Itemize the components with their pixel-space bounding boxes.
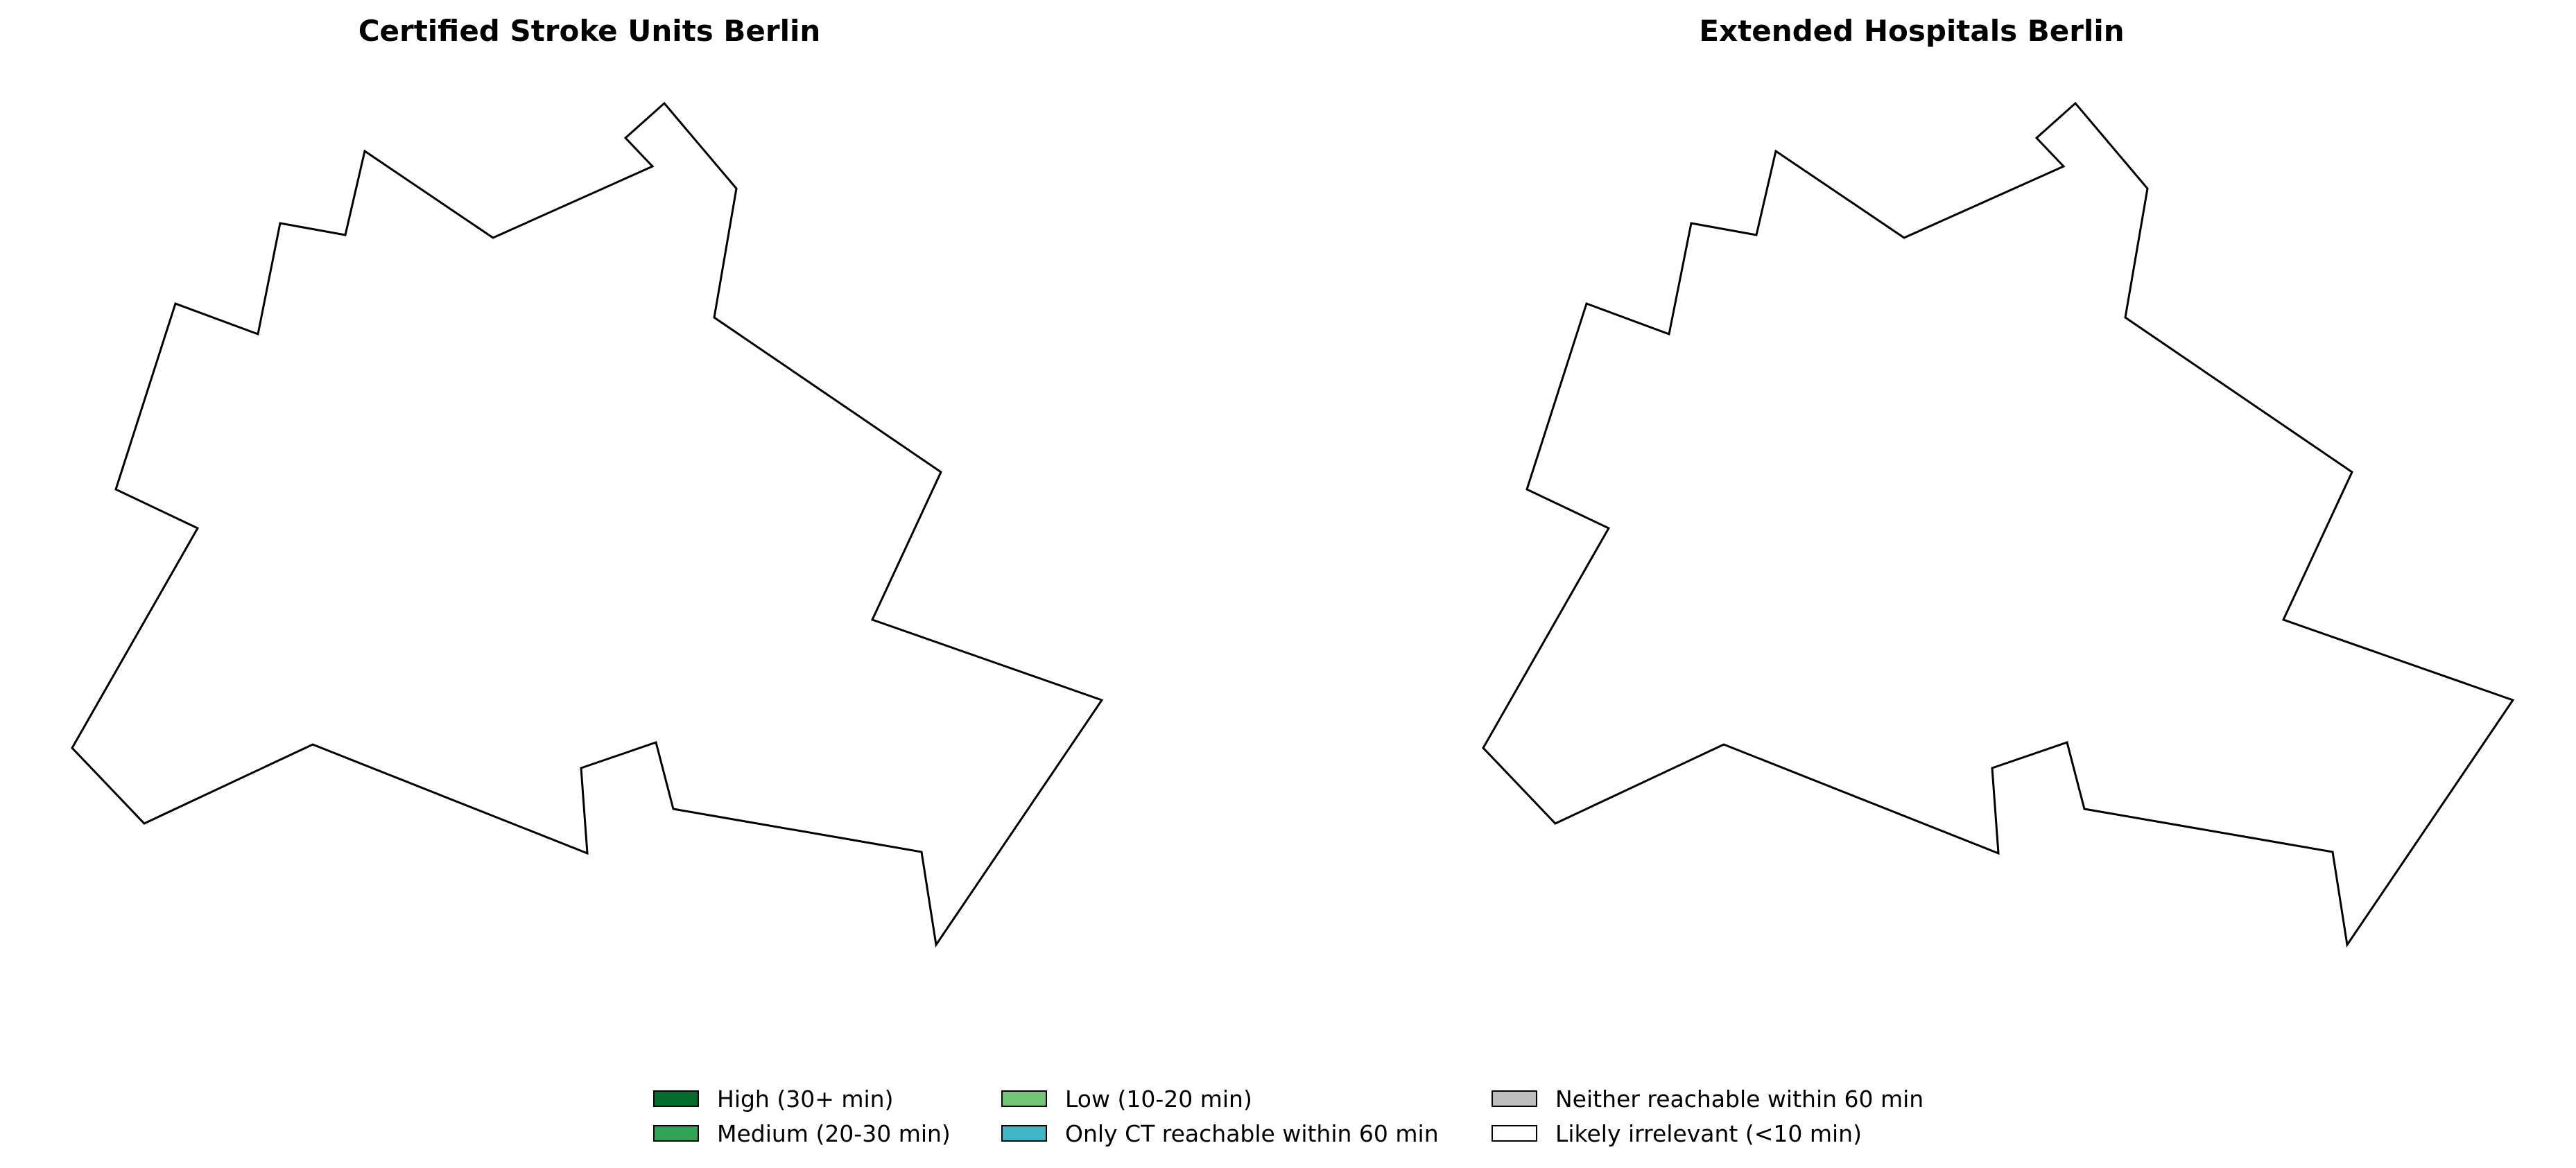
legend-swatch-irrelevant: [1492, 1125, 1537, 1142]
berlin-map-left: [71, 101, 1104, 948]
berlin-map-right: [1482, 101, 2515, 948]
map-panel-certified-stroke-units: Certified Stroke Units Berlin: [0, 0, 1288, 1012]
legend-label: Low (10-20 min): [1065, 1085, 1252, 1113]
legend-item-only-ct: Only CT reachable within 60 min: [1001, 1116, 1439, 1151]
legend-item-low: Low (10-20 min): [1001, 1081, 1439, 1116]
legend-column-1: High (30+ min) Medium (20-30 min): [653, 1081, 951, 1151]
legend-swatch-medium: [653, 1125, 699, 1142]
legend-column-2: Low (10-20 min) Only CT reachable within…: [1001, 1081, 1439, 1151]
legend-swatch-neither: [1492, 1090, 1537, 1107]
legend-label: Only CT reachable within 60 min: [1065, 1119, 1439, 1147]
legend-label: Likely irrelevant (<10 min): [1555, 1119, 1862, 1147]
map-panel-extended-hospitals: Extended Hospitals Berlin: [1288, 0, 2576, 1012]
berlin-boundary: [71, 101, 1104, 948]
legend-item-irrelevant: Likely irrelevant (<10 min): [1492, 1116, 1924, 1151]
legend-item-medium: Medium (20-30 min): [653, 1116, 951, 1151]
berlin-boundary: [1482, 101, 2515, 948]
map-title: Certified Stroke Units Berlin: [358, 14, 821, 48]
legend-label: High (30+ min): [717, 1085, 894, 1113]
legend-column-3: Neither reachable within 60 min Likely i…: [1492, 1081, 1924, 1151]
legend-swatch-high: [653, 1090, 699, 1107]
legend-label: Medium (20-30 min): [717, 1119, 951, 1147]
legend-swatch-only-ct: [1001, 1125, 1047, 1142]
legend: High (30+ min) Medium (20-30 min) Low (1…: [0, 1081, 2576, 1158]
map-title: Extended Hospitals Berlin: [1699, 14, 2125, 48]
legend-label: Neither reachable within 60 min: [1555, 1085, 1924, 1113]
legend-item-neither: Neither reachable within 60 min: [1492, 1081, 1924, 1116]
legend-swatch-low: [1001, 1090, 1047, 1107]
legend-item-high: High (30+ min): [653, 1081, 951, 1116]
